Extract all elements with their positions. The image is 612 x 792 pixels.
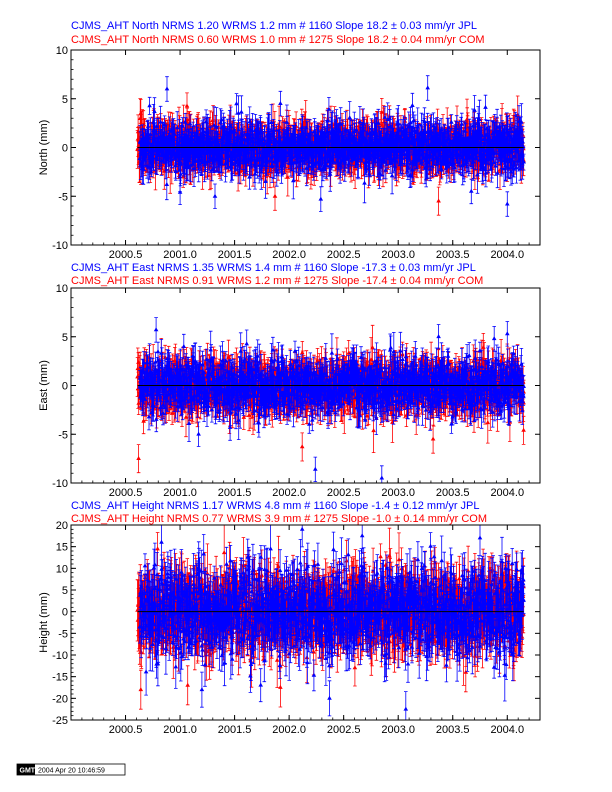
east-x-tick-label: 2002.0 <box>272 487 306 499</box>
east-x-tick-label: 2003.5 <box>436 487 470 499</box>
east-y-tick-label: 10 <box>56 283 68 295</box>
height-x-tick-label: 2001.0 <box>163 724 197 736</box>
gmt-logo-text: GMT <box>20 768 36 775</box>
panel-north: CJMS_AHT North NRMS 1.20 WRMS 1.2 mm # 1… <box>38 20 541 261</box>
height-plot-area: 2000.5 2001.0 2001.5 2002.0 2002.5 2003.0 2003… <box>38 520 541 736</box>
east-x-tick-label: 2003.0 <box>381 487 415 499</box>
height-x-tick-label: 2003.0 <box>381 724 415 736</box>
east-jpl-markers <box>137 327 526 480</box>
north-x-tick-label: 2000.5 <box>109 249 143 261</box>
height-y-tick-label: 20 <box>56 520 68 532</box>
panel-height: CJMS_AHT Height NRMS 1.17 WRMS 4.8 mm # … <box>38 500 541 736</box>
north-x-tick-label: 2003.5 <box>436 249 470 261</box>
height-y-tick-label: -25 <box>52 715 68 727</box>
north-x-tick-label: 2003.0 <box>381 249 415 261</box>
gmt-logo <box>17 764 35 775</box>
height-x-tick-label: 2003.5 <box>436 724 470 736</box>
height-title-jpl: CJMS_AHT Height NRMS 1.17 WRMS 4.8 mm # … <box>71 500 480 512</box>
height-y-tick-label: -15 <box>52 672 68 684</box>
east-title-jpl: CJMS_AHT East NRMS 1.35 WRMS 1.4 mm # 11… <box>71 262 476 274</box>
north-title-com: CJMS_AHT North NRMS 0.60 WRMS 1.0 mm # 1… <box>71 34 485 46</box>
east-plot-area: 2000.5 2001.0 2001.5 2002.0 2002.5 2003.0 2003… <box>38 283 541 499</box>
height-y-tick-label: 5 <box>62 585 68 597</box>
east-series-jpl <box>137 317 526 483</box>
north-plot-area: 2000.5 2001.0 2001.5 2002.0 2002.5 2003.0 2003… <box>38 45 541 261</box>
north-x-tick-label: 2002.5 <box>327 249 361 261</box>
height-y-axis-label: Height (mm) <box>38 592 50 653</box>
height-y-tick-label: -20 <box>52 693 68 705</box>
height-x-tick-label: 2000.5 <box>109 724 143 736</box>
north-series-jpl <box>137 75 526 217</box>
east-x-tick-label: 2002.5 <box>327 487 361 499</box>
north-jpl-markers <box>137 85 526 206</box>
height-x-tick-label: 2002.0 <box>272 724 306 736</box>
north-y-tick-label: -5 <box>58 191 68 203</box>
east-x-tick-label: 2004.0 <box>490 487 524 499</box>
height-x-tick-label: 2002.5 <box>327 724 361 736</box>
east-x-tick-label: 2000.5 <box>109 487 143 499</box>
north-y-tick-label: 5 <box>62 94 68 106</box>
east-y-tick-label: 0 <box>62 381 68 393</box>
east-x-tick-label: 2001.0 <box>163 487 197 499</box>
north-x-tick-label: 2004.0 <box>490 249 524 261</box>
height-y-tick-label: 0 <box>62 607 68 619</box>
gmt-stamp: GMT 2004 Apr 20 10:46:59 <box>16 763 126 776</box>
height-frame <box>70 524 541 721</box>
east-x-tick-label: 2001.5 <box>218 487 252 499</box>
north-x-tick-label: 2001.5 <box>218 249 252 261</box>
height-x-tick-label: 2001.5 <box>218 724 252 736</box>
height-y-tick-label: 15 <box>56 542 68 554</box>
height-y-tick-label: -10 <box>52 650 68 662</box>
north-x-tick-label: 2001.0 <box>163 249 197 261</box>
height-jpl-markers <box>137 526 526 711</box>
north-y-tick-label: 0 <box>62 143 68 155</box>
east-y-tick-label: -10 <box>52 478 68 490</box>
height-y-tick-label: 10 <box>56 563 68 575</box>
east-y-tick-label: 5 <box>62 332 68 344</box>
north-title-jpl: CJMS_AHT North NRMS 1.20 WRMS 1.2 mm # 1… <box>71 20 477 32</box>
height-title-com: CJMS_AHT Height NRMS 0.77 WRMS 3.9 mm # … <box>71 513 487 525</box>
east-title-com: CJMS_AHT East NRMS 0.91 WRMS 1.2 mm # 12… <box>71 275 483 287</box>
panel-east: CJMS_AHT East NRMS 1.35 WRMS 1.4 mm # 11… <box>38 262 541 499</box>
north-y-tick-label: 10 <box>56 45 68 57</box>
east-y-axis-label: East (mm) <box>38 360 50 411</box>
gmt-timestamp: 2004 Apr 20 10:46:59 <box>38 768 105 775</box>
height-y-tick-label: -5 <box>58 628 68 640</box>
north-y-axis-label: North (mm) <box>38 120 50 176</box>
east-y-tick-label: -5 <box>58 429 68 441</box>
height-x-tick-label: 2004.0 <box>490 724 524 736</box>
north-x-tick-label: 2002.0 <box>272 249 306 261</box>
north-y-tick-label: -10 <box>52 240 68 252</box>
